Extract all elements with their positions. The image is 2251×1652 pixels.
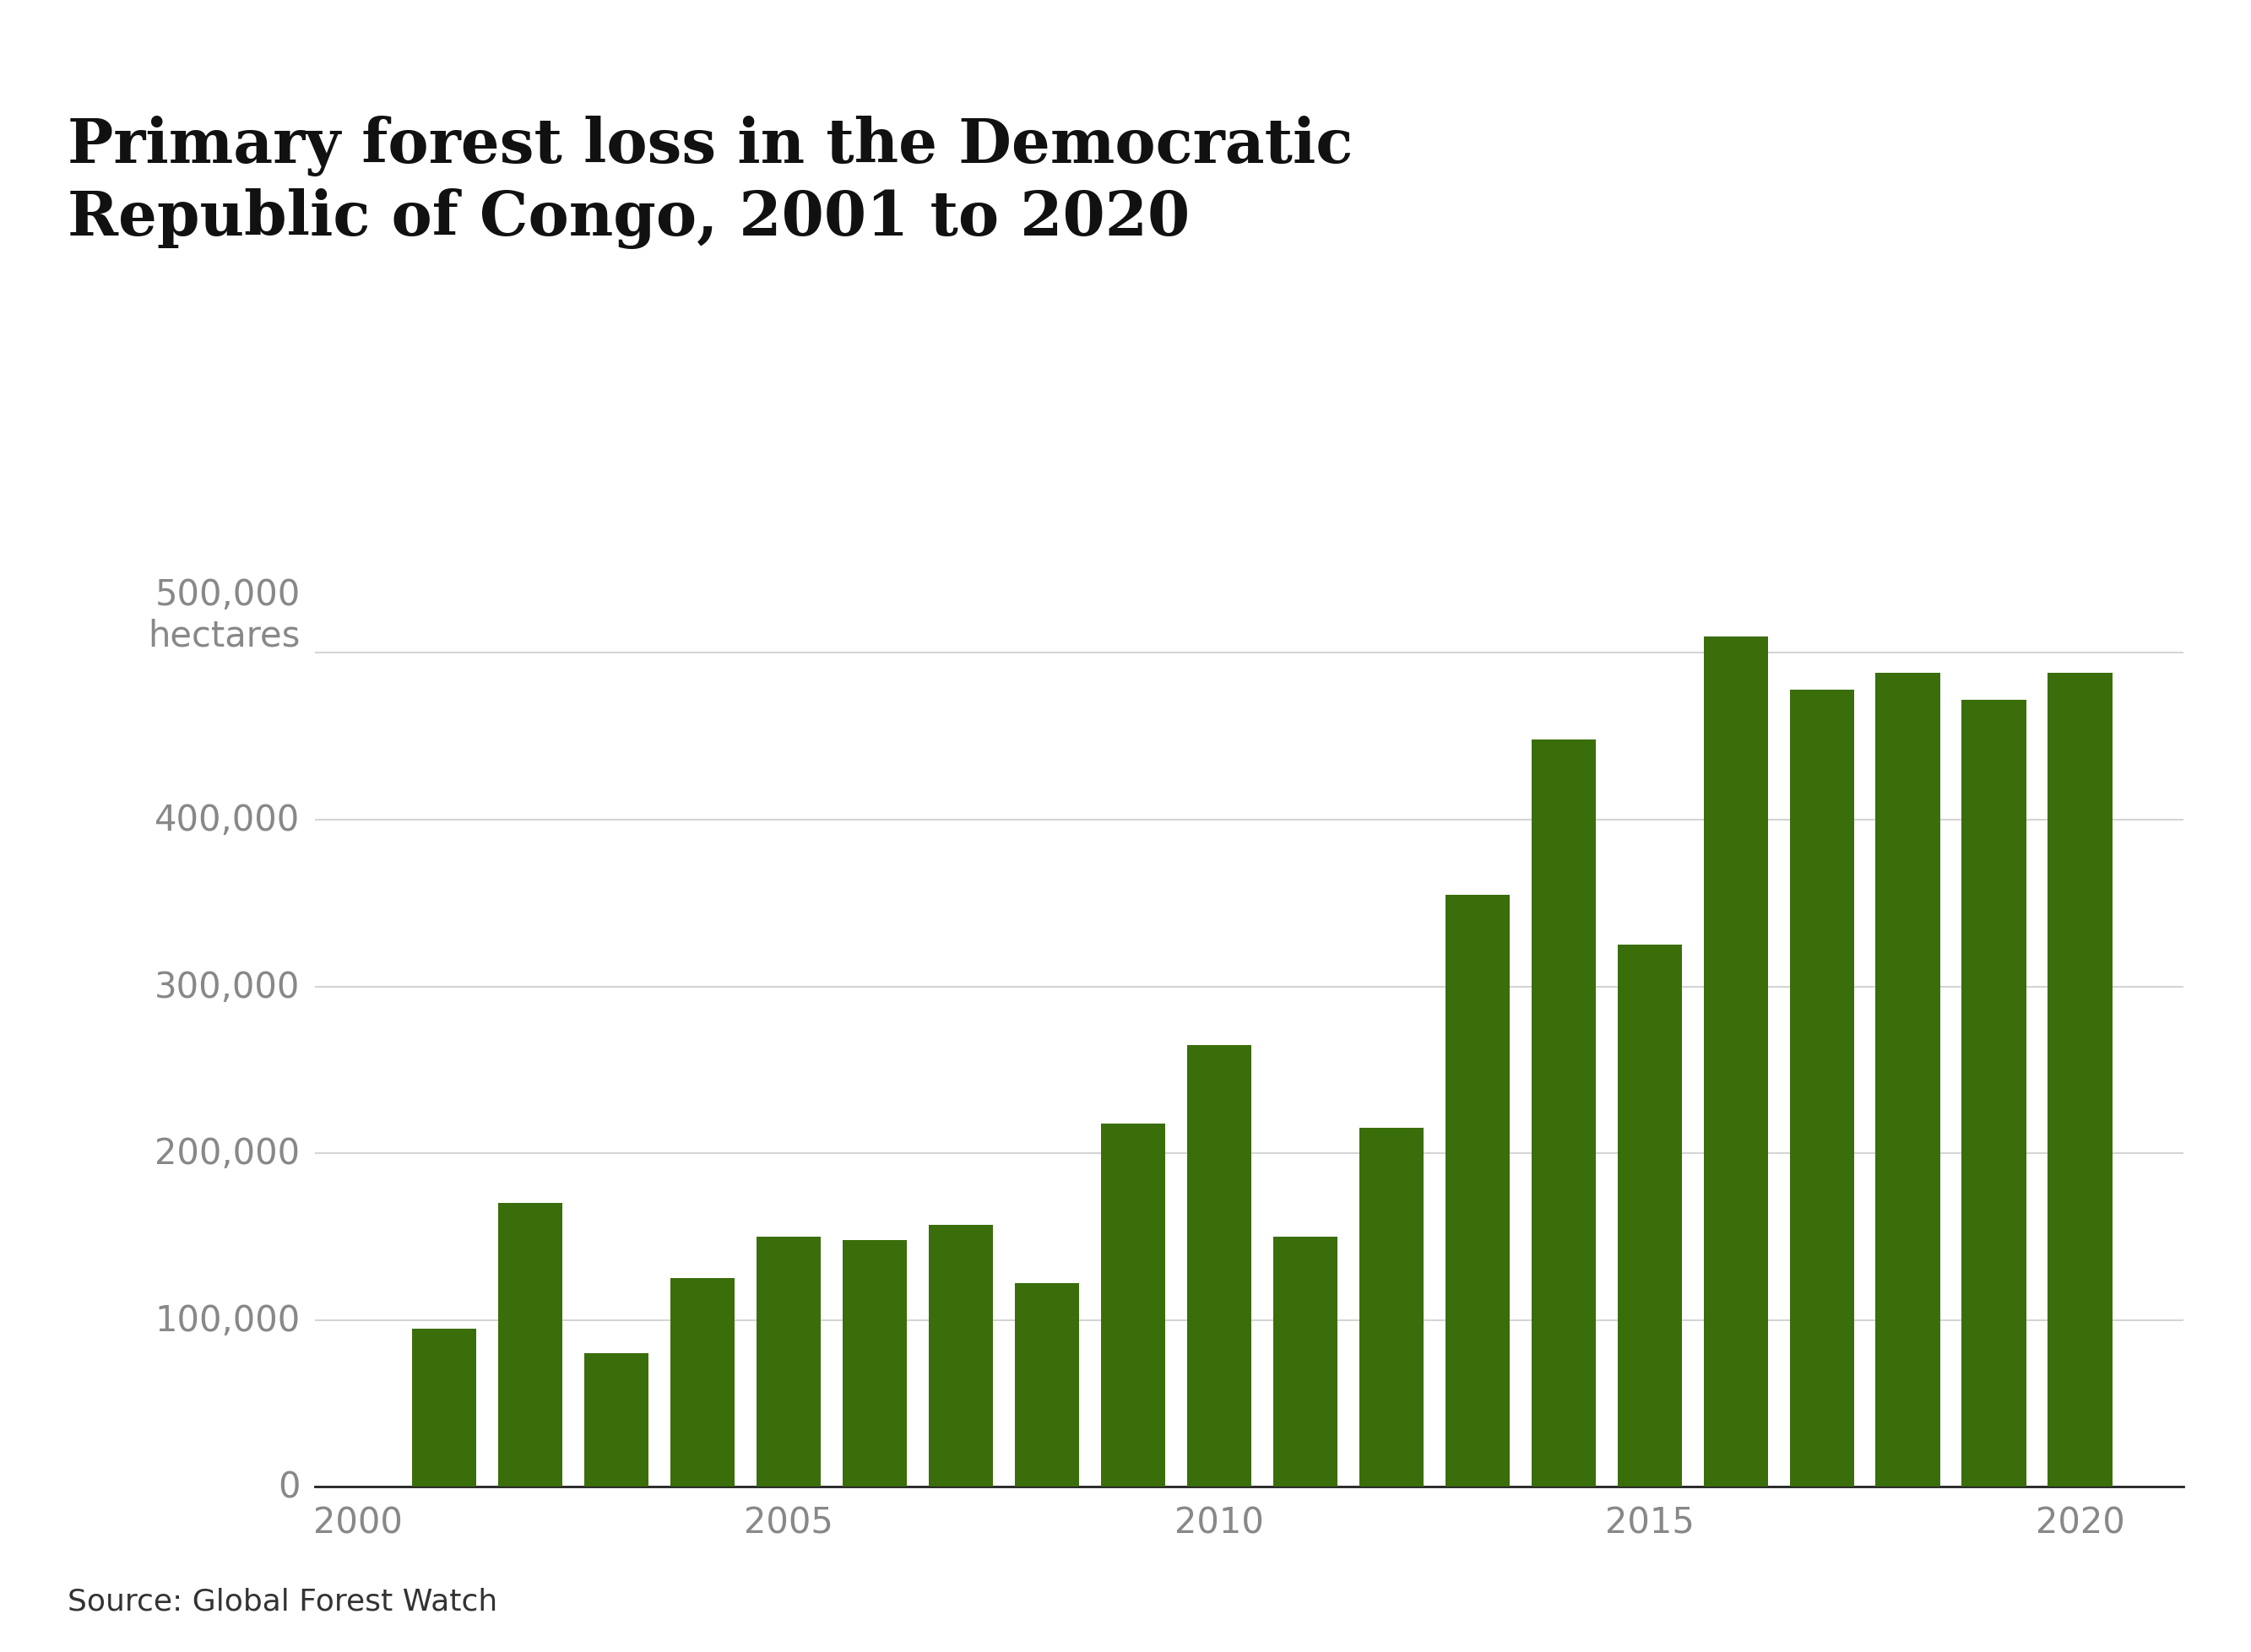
Bar: [2048, 674, 2111, 1487]
Text: 200,000: 200,000: [155, 1135, 299, 1171]
Bar: [1445, 895, 1510, 1487]
Text: 300,000: 300,000: [155, 970, 299, 1004]
Text: Primary forest loss in the Democratic
Republic of Congo, 2001 to 2020: Primary forest loss in the Democratic Re…: [68, 116, 1353, 249]
Text: BBC: BBC: [2044, 1571, 2116, 1604]
Text: 0: 0: [277, 1469, 299, 1505]
Bar: [1186, 1046, 1252, 1487]
Bar: [1101, 1123, 1166, 1487]
Bar: [1274, 1237, 1337, 1487]
Bar: [930, 1226, 993, 1487]
Bar: [1015, 1284, 1078, 1487]
Bar: [1790, 691, 1855, 1487]
Bar: [1875, 674, 1940, 1487]
Text: 100,000: 100,000: [155, 1302, 299, 1338]
Text: 500,000
hectares: 500,000 hectares: [149, 577, 299, 653]
Bar: [1360, 1128, 1423, 1487]
Bar: [1963, 700, 2026, 1487]
Bar: [756, 1237, 822, 1487]
Text: Source: Global Forest Watch: Source: Global Forest Watch: [68, 1588, 497, 1616]
Bar: [842, 1241, 907, 1487]
Bar: [671, 1279, 734, 1487]
Bar: [1531, 740, 1596, 1487]
Bar: [1704, 636, 1767, 1487]
Bar: [585, 1353, 648, 1487]
Text: 400,000: 400,000: [155, 803, 299, 838]
Bar: [497, 1203, 563, 1487]
Bar: [1618, 945, 1681, 1487]
Bar: [412, 1328, 477, 1487]
